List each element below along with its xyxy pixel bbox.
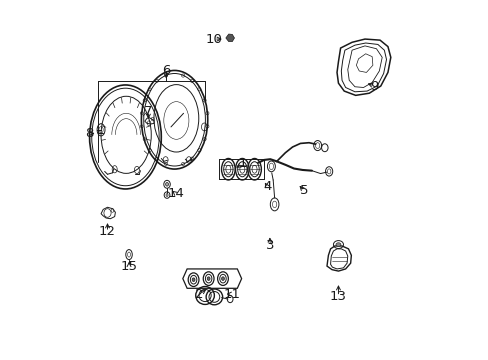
Text: 1: 1 xyxy=(238,157,246,170)
Text: 10: 10 xyxy=(205,32,222,46)
Ellipse shape xyxy=(207,277,210,280)
Ellipse shape xyxy=(335,243,340,246)
Text: 6: 6 xyxy=(162,64,170,77)
Text: 12: 12 xyxy=(99,225,116,238)
Text: 5: 5 xyxy=(299,184,307,197)
Text: 14: 14 xyxy=(167,187,183,200)
Text: 8: 8 xyxy=(85,127,94,140)
Polygon shape xyxy=(225,34,234,41)
Text: 11: 11 xyxy=(223,288,240,301)
Ellipse shape xyxy=(192,278,195,282)
Ellipse shape xyxy=(165,183,168,186)
Text: 15: 15 xyxy=(120,260,137,273)
Text: 7: 7 xyxy=(144,105,152,118)
Text: 3: 3 xyxy=(265,239,274,252)
Ellipse shape xyxy=(165,194,168,197)
Text: 4: 4 xyxy=(263,180,271,193)
Ellipse shape xyxy=(221,277,224,280)
Text: 2: 2 xyxy=(195,288,203,301)
Text: 13: 13 xyxy=(329,290,346,303)
Text: 9: 9 xyxy=(369,80,378,93)
